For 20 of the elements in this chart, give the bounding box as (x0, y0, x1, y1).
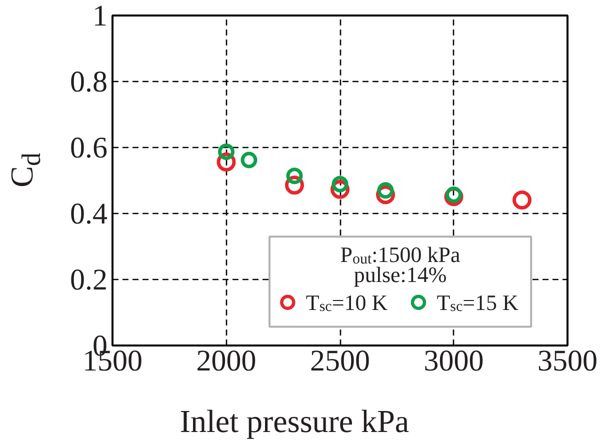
point (446, 186, 462, 203)
y-tick-label: 0.6 (70, 132, 108, 164)
legend-title: Pout:1500 kPa pulse:14% (340, 242, 461, 287)
x-tick-label: 2000 (196, 344, 256, 378)
point (286, 168, 303, 184)
legend-label: Tsc=10 K (306, 290, 388, 316)
y-tick-label: 1 (92, 0, 108, 32)
x-tick-label: 2500 (310, 344, 370, 378)
point (512, 190, 532, 210)
y-tick-label: 0.2 (70, 264, 108, 296)
point (218, 144, 234, 160)
x-axis-title: Inlet pressure kPa (178, 403, 410, 439)
y-tick-label: 0.8 (70, 66, 108, 98)
y-tick-label: 0.4 (70, 198, 108, 230)
x-tick-label: 3000 (424, 344, 484, 378)
x-tick-label: 3500 (538, 344, 598, 378)
legend-label: Tsc=15 K (436, 290, 519, 316)
point (332, 176, 348, 192)
point (377, 182, 394, 199)
point (240, 152, 258, 168)
